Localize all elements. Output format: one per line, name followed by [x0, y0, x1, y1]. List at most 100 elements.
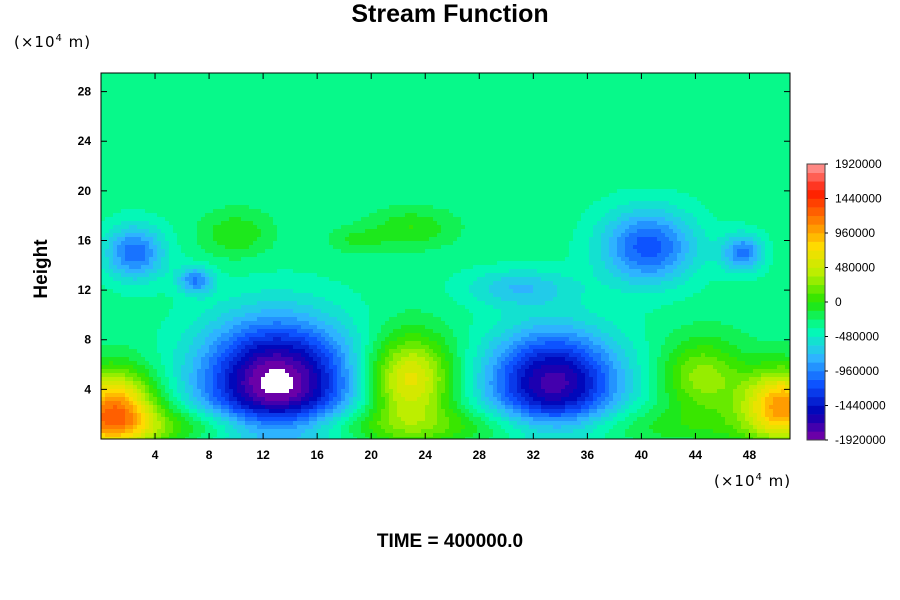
contour-cell — [137, 153, 142, 158]
contour-cell — [133, 157, 138, 162]
contour-cell — [669, 93, 674, 98]
contour-cell — [245, 125, 250, 130]
contour-cell — [673, 125, 678, 130]
contour-cell — [641, 129, 646, 134]
contour-cell — [733, 85, 738, 90]
contour-cell — [705, 129, 710, 134]
contour-cell — [717, 177, 722, 182]
contour-cell — [557, 149, 562, 154]
contour-cell — [473, 113, 478, 118]
contour-cell — [781, 141, 786, 146]
contour-cell — [261, 89, 266, 94]
contour-cell — [341, 85, 346, 90]
contour-cell — [277, 153, 282, 158]
contour-cell — [505, 157, 510, 162]
contour-cell — [629, 125, 634, 130]
contour-cell — [301, 73, 306, 78]
contour-cell — [365, 153, 370, 158]
contour-cell — [101, 125, 106, 130]
contour-cell — [613, 149, 618, 154]
contour-cell — [633, 93, 638, 98]
contour-cell — [745, 141, 750, 146]
contour-cell — [649, 173, 654, 178]
contour-cell — [697, 141, 702, 146]
contour-cell — [417, 157, 422, 162]
contour-cell — [121, 169, 126, 174]
contour-cell — [165, 165, 170, 170]
contour-cell — [785, 169, 790, 174]
contour-cell — [421, 181, 426, 186]
contour-cell — [305, 73, 310, 78]
contour-cell — [577, 77, 582, 82]
contour-cell — [365, 81, 370, 86]
contour-cell — [557, 89, 562, 94]
contour-cell — [353, 177, 358, 182]
contour-cell — [165, 81, 170, 86]
contour-cell — [461, 185, 466, 190]
contour-cell — [457, 93, 462, 98]
contour-cell — [737, 73, 742, 78]
contour-cell — [301, 165, 306, 170]
contour-cell — [613, 89, 618, 94]
contour-cell — [157, 85, 162, 90]
contour-cell — [525, 125, 530, 130]
contour-cell — [241, 85, 246, 90]
contour-cell — [321, 101, 326, 106]
contour-cell — [505, 145, 510, 150]
contour-cell — [777, 77, 782, 82]
contour-cell — [729, 165, 734, 170]
contour-cell — [697, 169, 702, 174]
contour-cell — [245, 169, 250, 174]
contour-cell — [329, 177, 334, 182]
contour-cell — [545, 89, 550, 94]
contour-cell — [529, 109, 534, 114]
contour-cell — [453, 137, 458, 142]
contour-cell — [377, 181, 382, 186]
contour-cell — [525, 109, 530, 114]
contour-cell — [177, 105, 182, 110]
contour-cell — [745, 121, 750, 126]
contour-cell — [177, 125, 182, 130]
contour-cell — [201, 137, 206, 142]
contour-cell — [301, 173, 306, 178]
contour-cell — [497, 77, 502, 82]
contour-cell — [453, 117, 458, 122]
contour-cell — [649, 165, 654, 170]
contour-cell — [101, 173, 106, 178]
contour-cell — [541, 161, 546, 166]
contour-cell — [473, 161, 478, 166]
contour-cell — [589, 145, 594, 150]
contour-cell — [237, 169, 242, 174]
contour-cell — [453, 125, 458, 130]
contour-cell — [217, 149, 222, 154]
contour-cell — [473, 105, 478, 110]
contour-cell — [737, 109, 742, 114]
contour-cell — [269, 105, 274, 110]
contour-cell — [325, 73, 330, 78]
contour-cell — [285, 173, 290, 178]
contour-cell — [365, 101, 370, 106]
contour-cell — [585, 105, 590, 110]
contour-cell — [493, 157, 498, 162]
contour-cell — [157, 93, 162, 98]
contour-cell — [321, 81, 326, 86]
contour-cell — [729, 173, 734, 178]
contour-cell — [725, 181, 730, 186]
contour-cell — [633, 113, 638, 118]
contour-cell — [621, 85, 626, 90]
contour-cell — [233, 121, 238, 126]
contour-cell — [337, 129, 342, 134]
contour-cell — [237, 77, 242, 82]
contour-cell — [317, 101, 322, 106]
contour-cell — [669, 149, 674, 154]
contour-cell — [713, 113, 718, 118]
contour-cell — [537, 173, 542, 178]
contour-cell — [437, 181, 442, 186]
contour-cell — [301, 185, 306, 190]
contour-cell — [377, 121, 382, 126]
contour-cell — [525, 173, 530, 178]
contour-cell — [645, 93, 650, 98]
contour-cell — [569, 145, 574, 150]
contour-cell — [133, 177, 138, 182]
contour-cell — [745, 97, 750, 102]
